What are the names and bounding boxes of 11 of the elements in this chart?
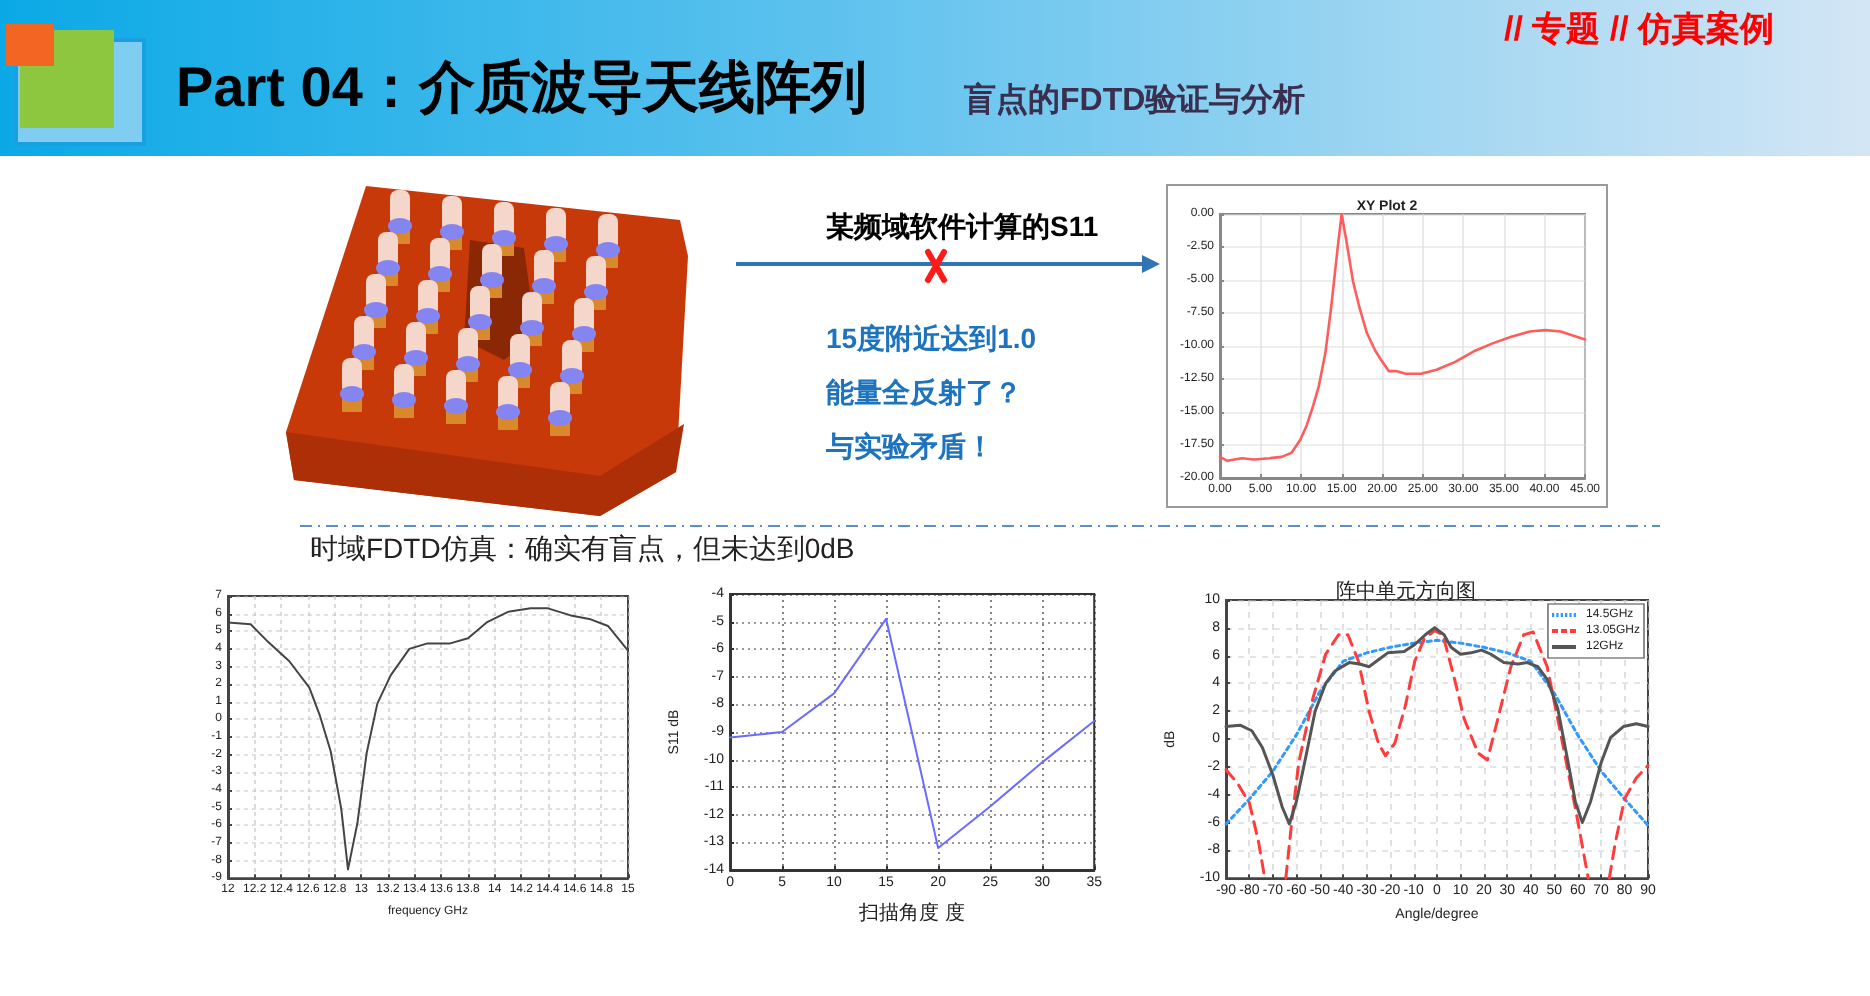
line-series <box>729 617 1096 849</box>
text: Part 04：介质波导天线阵列 <box>176 56 867 121</box>
text: 与实验矛盾！ <box>826 430 994 463</box>
chart-title: 阵中单元方向图 <box>1336 579 1476 603</box>
text: 能量全反射了？ <box>826 376 1022 409</box>
text: 某频域软件计算的S11 <box>826 210 1099 243</box>
text: 时域FDTD仿真：确实有盲点，但未达到0dB <box>310 532 855 565</box>
text: 盲点的FDTD验证与分析 <box>964 84 1306 121</box>
x-axis-title: 扫描角度 度 <box>857 901 965 925</box>
text: // 专题 // 仿真案例 <box>1504 10 1775 50</box>
text: 15度附近达到1.0 <box>826 322 1037 355</box>
